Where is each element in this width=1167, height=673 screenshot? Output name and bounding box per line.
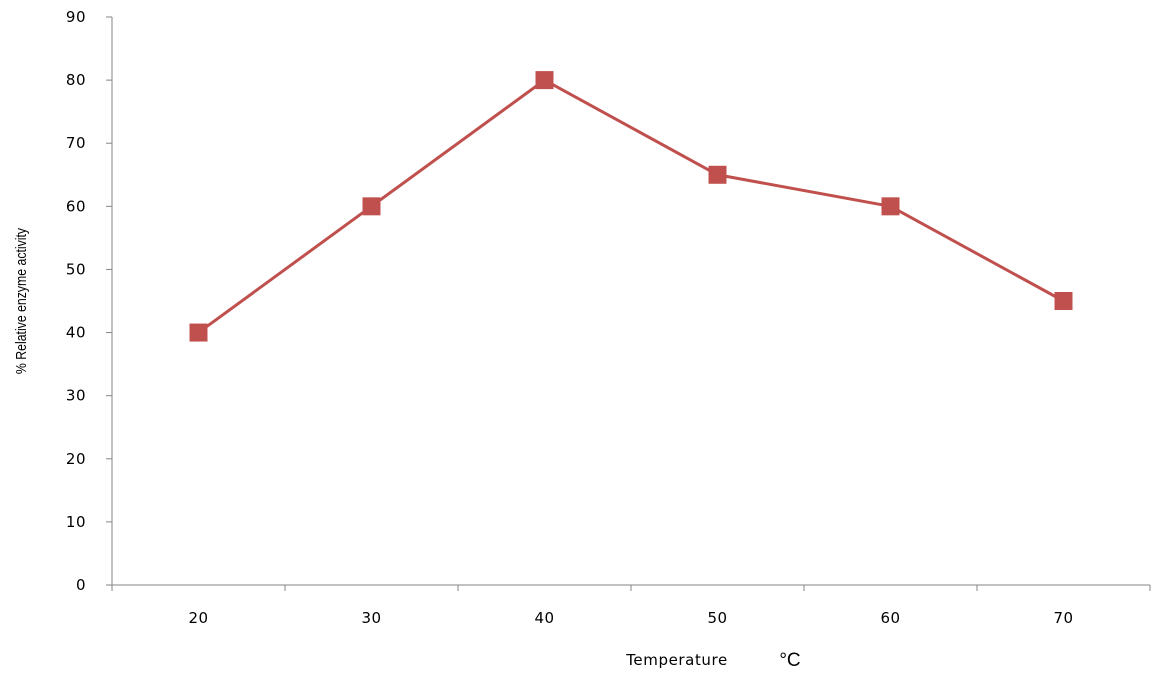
- y-tick-label: 90: [66, 8, 86, 26]
- y-tick-label: 70: [66, 134, 86, 152]
- y-tick-label: 60: [66, 197, 86, 215]
- y-tick-label: 80: [66, 71, 86, 89]
- y-tick-label: 10: [66, 513, 86, 531]
- data-point-marker: [535, 71, 554, 90]
- y-tick-label: 0: [76, 576, 86, 594]
- data-point-marker: [189, 323, 208, 342]
- x-axis-title: Temperature: [625, 651, 728, 669]
- x-tick-label: 50: [707, 609, 727, 627]
- x-tick-label: 20: [188, 609, 208, 627]
- x-tick-label: 70: [1053, 609, 1073, 627]
- series-layer: [189, 71, 1073, 342]
- data-point-marker: [1054, 292, 1073, 310]
- data-point-marker: [362, 197, 381, 216]
- y-tick-label: 40: [66, 324, 86, 342]
- x-tick-label: 40: [534, 609, 554, 627]
- y-axis-title: % Relative enzyme activity: [13, 228, 29, 374]
- data-point-marker: [881, 197, 900, 216]
- x-tick-label: 30: [361, 609, 381, 627]
- x-tick-label: 60: [880, 609, 900, 627]
- y-tick-label: 20: [66, 450, 86, 468]
- axes: 0 10 20 30 40 50 60 70 80 90 20 30 40 50 60 70: [66, 8, 1151, 627]
- y-tick-label: 30: [66, 387, 86, 405]
- series-line: [197, 78, 1065, 334]
- data-point-marker: [708, 165, 727, 184]
- x-axis-unit: °C: [779, 650, 800, 669]
- y-tick-label: 50: [66, 260, 86, 278]
